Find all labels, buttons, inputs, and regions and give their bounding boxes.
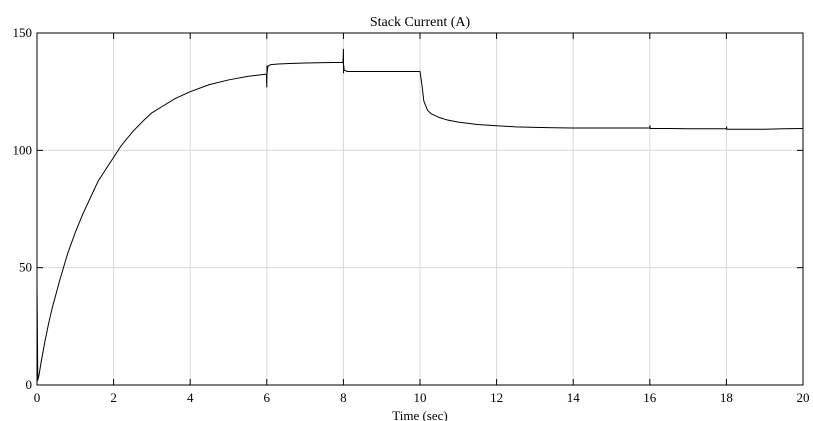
x-tick-label: 10 <box>414 390 427 405</box>
x-tick-label: 0 <box>34 390 41 405</box>
y-tick-label: 150 <box>13 25 33 40</box>
x-tick-label: 18 <box>720 390 733 405</box>
y-tick-label: 0 <box>26 377 33 392</box>
plot-frame <box>36 32 804 386</box>
grid-lines <box>37 33 803 385</box>
x-tick-label: 20 <box>797 390 810 405</box>
x-tick-label: 16 <box>643 390 657 405</box>
series-group <box>36 48 804 381</box>
x-tick-label: 14 <box>567 390 581 405</box>
tick-labels: 0 2 4 6 8 10 12 14 16 18 20 0 50 100 150 <box>13 25 810 405</box>
series-line-stack-current <box>36 48 804 381</box>
x-tick-label: 4 <box>187 390 194 405</box>
x-tick-label: 6 <box>264 390 271 405</box>
y-tick-label: 100 <box>13 142 33 157</box>
x-tick-label: 2 <box>110 390 117 405</box>
x-axis-label: Time (sec) <box>392 408 448 421</box>
chart-title: Stack Current (A) <box>370 15 471 30</box>
y-tick-label: 50 <box>19 260 32 275</box>
x-tick-label: 12 <box>490 390 503 405</box>
x-tick-label: 8 <box>340 390 347 405</box>
